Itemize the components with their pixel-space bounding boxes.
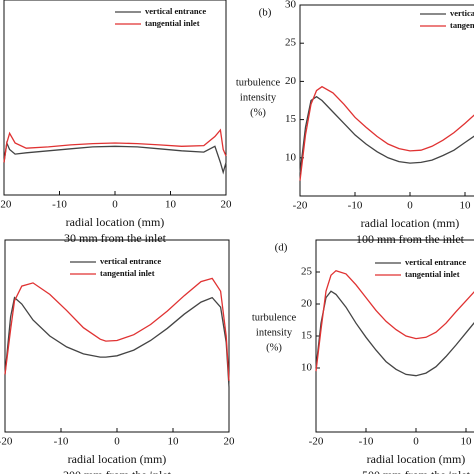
legend-label: vertical entrance <box>405 257 466 267</box>
caption: 500 mm from the inlet <box>362 468 471 474</box>
x-axis-label: radial location (mm) <box>66 215 165 229</box>
legend-label: vertical entrance <box>145 6 206 16</box>
y-axis-label: (%) <box>250 107 266 118</box>
x-axis-label: radial location (mm) <box>367 452 466 466</box>
y-axis-label: (%) <box>266 342 282 353</box>
y-tick-label: 25 <box>285 37 297 49</box>
y-tick-label: 20 <box>301 298 313 310</box>
x-tick-label: -20 <box>309 436 324 448</box>
x-axis-label: radial location (mm) <box>68 452 167 466</box>
series-line <box>3 128 227 163</box>
series-line <box>4 277 230 381</box>
y-axis-label: turbulence <box>236 77 281 88</box>
x-tick-label: 0 <box>114 436 120 448</box>
y-tick-label: 15 <box>301 330 313 342</box>
plot-frame <box>299 4 474 197</box>
series-line <box>315 290 474 377</box>
legend-label: vertical entrance <box>450 8 474 18</box>
x-tick-label: -10 <box>359 436 374 448</box>
x-tick-label: -10 <box>52 199 67 211</box>
y-tick-label: 25 <box>301 266 313 278</box>
legend-label: tangential inlet <box>450 20 474 30</box>
x-tick-label: -20 <box>0 436 13 448</box>
x-tick-label: 10 <box>165 199 177 211</box>
y-axis-label: intensity <box>256 327 293 338</box>
x-tick-label: 20 <box>224 436 236 448</box>
x-tick-label: 10 <box>168 436 180 448</box>
x-axis-label: radial location (mm) <box>361 216 460 230</box>
caption: 100 mm from the inlet <box>356 232 465 246</box>
caption: 30 mm from the inlet <box>64 231 167 245</box>
series-line <box>4 296 230 388</box>
x-tick-label: -20 <box>293 200 308 212</box>
y-tick-label: 20 <box>285 75 297 87</box>
y-axis-label: turbulence <box>252 312 297 323</box>
y-tick-label: 10 <box>301 362 313 374</box>
x-tick-label: 0 <box>112 199 118 211</box>
y-tick-label: 30 <box>285 0 297 11</box>
x-tick-label: -10 <box>348 200 363 212</box>
plot-frame <box>3 0 227 196</box>
x-tick-label: -20 <box>0 199 12 211</box>
series-line <box>315 269 474 372</box>
x-tick-label: 0 <box>413 436 419 448</box>
caption: 200 mm from the inlet <box>63 468 172 474</box>
y-axis-label: intensity <box>240 92 277 103</box>
panel-label: (d) <box>275 242 288 254</box>
legend-label: tangential inlet <box>145 18 200 28</box>
y-tick-label: 15 <box>285 113 297 125</box>
panel-label: (b) <box>259 7 272 19</box>
x-tick-label: -10 <box>54 436 69 448</box>
legend-label: tangential inlet <box>405 269 460 279</box>
y-tick-label: 10 <box>285 151 297 163</box>
x-tick-label: 10 <box>460 200 472 212</box>
series-line <box>3 140 227 175</box>
legend-label: tangential inlet <box>100 268 155 278</box>
x-tick-label: 20 <box>221 199 233 211</box>
x-tick-label: 0 <box>407 200 413 212</box>
series-line <box>299 85 474 181</box>
legend-label: vertical entrance <box>100 256 161 266</box>
series-line <box>299 95 474 174</box>
x-tick-label: 10 <box>461 436 473 448</box>
